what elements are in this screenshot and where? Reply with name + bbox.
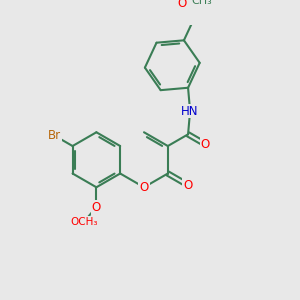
Text: OCH₃: OCH₃ [70,217,98,227]
Text: O: O [140,181,148,194]
Text: O: O [201,138,210,151]
Text: CH₃: CH₃ [192,0,212,6]
Text: O: O [183,179,193,192]
Text: HN: HN [181,104,199,118]
Text: O: O [92,201,101,214]
Text: O: O [178,0,187,10]
Text: Br: Br [48,129,61,142]
